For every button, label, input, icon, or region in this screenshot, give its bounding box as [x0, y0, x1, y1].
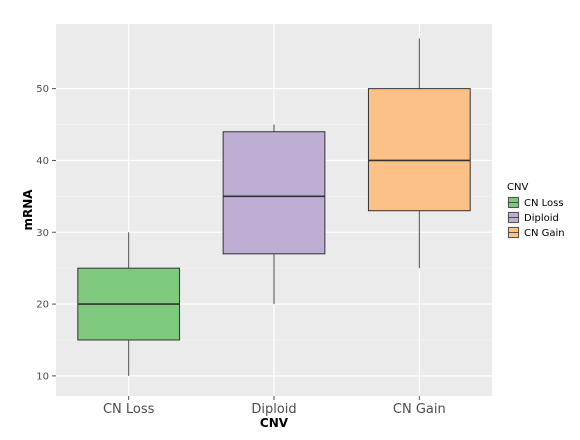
y-tick-label: 30 — [36, 228, 49, 239]
legend-label: CN Gain — [524, 228, 565, 239]
y-tick-label: 10 — [36, 371, 49, 382]
box-cn-loss — [77, 232, 181, 376]
legend-item-cn-loss: CN Loss — [507, 196, 564, 209]
box-iqr — [367, 88, 471, 212]
legend-item-cn-gain: CN Gain — [507, 226, 565, 239]
legend: CNV CN Loss Diploid CN Gain — [507, 182, 565, 239]
x-axis-title: CNV — [260, 416, 289, 430]
y-tick-label: 50 — [36, 84, 49, 95]
legend-label: Diploid — [524, 213, 559, 224]
box-cn-gain — [367, 38, 471, 269]
y-tick-label: 20 — [36, 300, 49, 311]
y-tick-label: 40 — [36, 156, 49, 167]
legend-title: CNV — [507, 182, 528, 193]
x-axis-ticks: CN Loss Diploid CN Gain — [103, 396, 446, 417]
box-iqr — [222, 131, 326, 255]
x-tick-label: CN Loss — [103, 402, 155, 417]
box-diploid — [222, 124, 326, 305]
legend-item-diploid: Diploid — [507, 211, 559, 224]
x-tick-label: CN Gain — [393, 402, 446, 417]
legend-label: CN Loss — [524, 198, 564, 209]
y-axis-ticks: 10 20 30 40 50 — [36, 84, 56, 382]
y-axis-title: mRNA — [21, 189, 35, 231]
x-tick-label: Diploid — [251, 402, 296, 417]
boxes — [77, 38, 471, 376]
